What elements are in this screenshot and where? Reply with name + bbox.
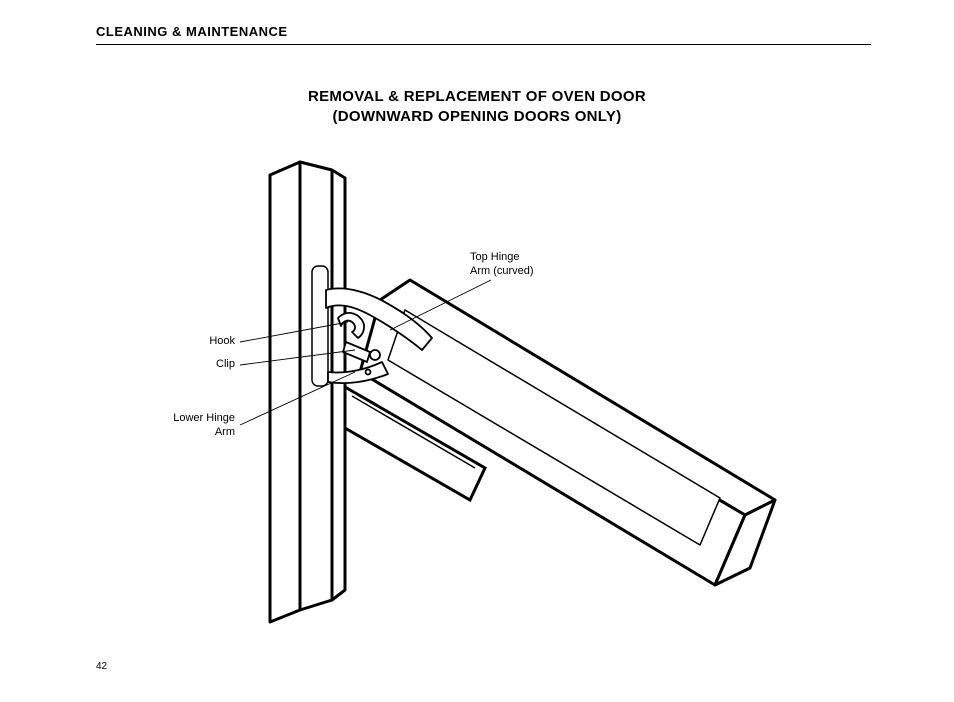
diagram: Hook Clip Lower Hinge Arm Top Hinge Arm … <box>170 150 790 640</box>
page: CLEANING & MAINTENANCE REMOVAL & REPLACE… <box>0 0 954 702</box>
title-line-1: REMOVAL & REPLACEMENT OF OVEN DOOR <box>0 88 954 105</box>
title-line-2: (DOWNWARD OPENING DOORS ONLY) <box>0 108 954 125</box>
label-lower-hinge-l2: Arm <box>170 426 235 440</box>
hinge-diagram-svg <box>170 150 790 640</box>
label-top-hinge-l1: Top Hinge <box>470 251 560 265</box>
oven-side-panel <box>270 162 345 622</box>
header-rule <box>96 44 871 45</box>
label-lower-hinge-l1: Lower Hinge <box>170 412 235 426</box>
page-number: 42 <box>96 661 107 672</box>
label-clip: Clip <box>170 358 235 372</box>
label-top-hinge-l2: Arm (curved) <box>470 265 560 279</box>
hinge-pivot <box>370 350 380 360</box>
section-header: CLEANING & MAINTENANCE <box>96 24 288 39</box>
label-hook: Hook <box>170 335 235 349</box>
